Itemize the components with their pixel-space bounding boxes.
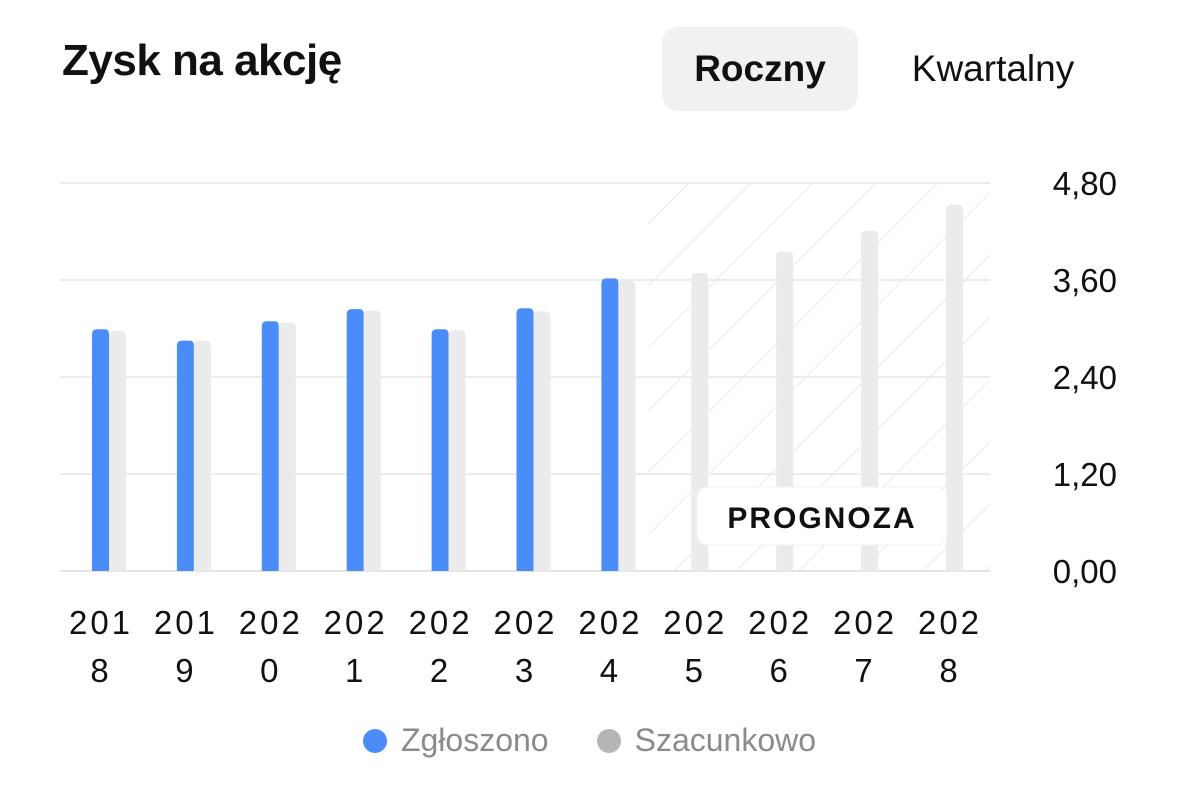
- bar-estimate: [618, 280, 636, 571]
- bar-reported: [516, 308, 534, 571]
- bar-estimate: [109, 330, 126, 571]
- x-tick-label: 202 2: [409, 604, 473, 689]
- bar-reported: [431, 329, 449, 571]
- tab-annual[interactable]: Roczny: [662, 27, 858, 111]
- y-tick-label: 2,40: [1053, 359, 1117, 396]
- tab-quarterly[interactable]: Kwartalny: [911, 48, 1075, 89]
- bar-estimate: [193, 340, 211, 571]
- legend-dot-estimate: [596, 728, 621, 753]
- x-tick-label: 201 8: [69, 604, 133, 689]
- x-tick-label: 202 3: [493, 604, 557, 689]
- bar-reported: [261, 321, 279, 571]
- y-tick-label: 3,60: [1053, 262, 1117, 299]
- bar-reported: [601, 278, 619, 571]
- y-axis-ticks: 0,00 1,20 2,40 3,60 4,80: [1053, 165, 1117, 590]
- legend-item-estimate: Szacunkowo: [596, 722, 817, 759]
- y-tick-label: 1,20: [1053, 456, 1117, 493]
- forecast-badge: PROGNOZA: [696, 486, 948, 546]
- legend-label-estimate: Szacunkowo: [634, 722, 817, 758]
- x-tick-label: 202 6: [748, 604, 812, 689]
- bar-reported: [176, 340, 194, 571]
- x-tick-label: 202 7: [833, 604, 897, 689]
- bar-estimate: [946, 204, 963, 571]
- y-tick-label: 4,80: [1053, 165, 1117, 202]
- bar-estimate: [533, 311, 551, 571]
- x-tick-label: 202 1: [324, 604, 388, 689]
- legend: Zgłoszono Szacunkowo: [0, 722, 1179, 759]
- legend-label-reported: Zgłoszono: [400, 722, 549, 758]
- forecast-badge-label: PROGNOZA: [727, 502, 916, 535]
- bar-estimate: [278, 322, 296, 571]
- x-axis-ticks: 201 8 201 9 202 0 202 1 202 2 202 3 202 4 202 5 202 6 202 7…: [69, 604, 982, 689]
- x-tick-label: 201 9: [154, 604, 218, 689]
- legend-dot-reported: [362, 728, 387, 753]
- forecast-badge-background: [696, 486, 948, 546]
- bar-estimate: [861, 230, 879, 572]
- page-title: Zysk na akcję: [62, 36, 342, 85]
- bar-reported: [92, 329, 109, 571]
- bar-estimate: [448, 330, 466, 571]
- x-tick-label: 202 0: [239, 604, 303, 689]
- bar-estimate: [363, 310, 381, 571]
- y-tick-label: 0,00: [1053, 553, 1117, 590]
- x-tick-label: 202 8: [918, 604, 982, 689]
- bar-reported: [346, 309, 364, 571]
- x-tick-label: 202 4: [578, 604, 642, 689]
- legend-item-reported: Zgłoszono: [362, 722, 549, 759]
- x-tick-label: 202 5: [663, 604, 727, 689]
